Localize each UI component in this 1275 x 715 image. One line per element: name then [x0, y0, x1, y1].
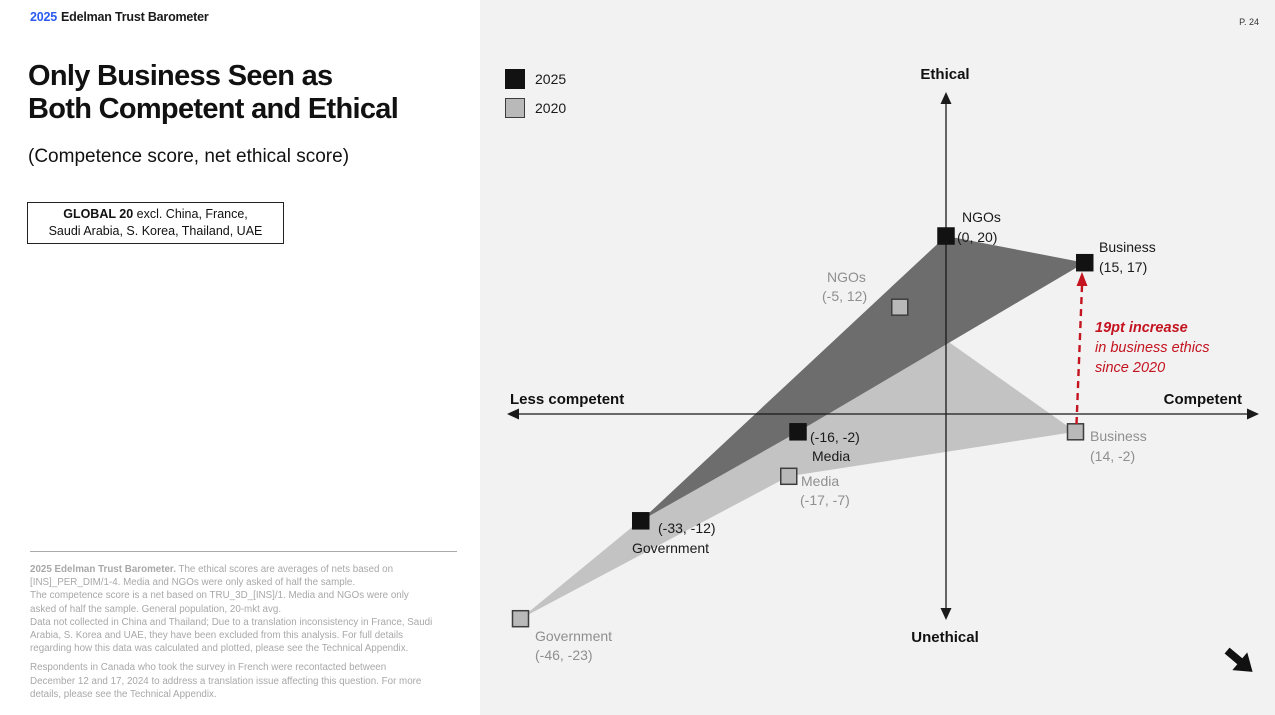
legend-item-2020: 2020: [505, 97, 566, 119]
label-2020-government-name: Government: [535, 628, 612, 644]
marker-2025-business: [1076, 253, 1094, 272]
trend-polygon-2025: [640, 236, 1085, 521]
chart-legend: 2025 2020: [505, 68, 566, 126]
footnote: 2025 Edelman Trust Barometer. The ethica…: [30, 551, 457, 701]
legend-label-2020: 2020: [535, 100, 567, 116]
brand: 2025 Edelman Trust Barometer: [30, 10, 209, 24]
axis-label-competent: Competent: [1163, 391, 1242, 408]
chart-panel: NGOs (-5, 12) Business (14, -2) Media (-17, -…: [480, 0, 1275, 715]
axis-label-less-competent: Less competent: [510, 391, 625, 408]
marker-2025-ngos: [937, 227, 955, 245]
page-title-line-2: Both Competent and Ethical: [28, 93, 399, 125]
label-2025-government-coords: (-33, -12): [658, 520, 716, 536]
label-2020-business-name: Business: [1090, 428, 1147, 444]
brand-year: 2025: [30, 10, 58, 24]
increase-arrow-head-icon: [1076, 272, 1088, 286]
y-axis-arrow-up-icon: [940, 92, 952, 104]
label-2020-government-coords: (-46, -23): [535, 647, 593, 663]
marker-2020-government: [511, 609, 530, 628]
label-2025-ngos-name: NGOs: [962, 209, 1001, 225]
legend-swatch-2020: [505, 98, 525, 118]
footnote-lead: 2025 Edelman Trust Barometer.: [30, 564, 176, 575]
label-2025-media-name: Media: [812, 448, 850, 464]
label-2020-media-coords: (-17, -7): [800, 492, 850, 508]
brand-name: Edelman Trust Barometer: [61, 10, 209, 24]
page-number: P. 24: [1239, 17, 1259, 27]
axis-label-unethical: Unethical: [911, 629, 979, 646]
marker-2025-government: [632, 512, 650, 530]
page-title-line-1: Only Business Seen as: [28, 60, 333, 92]
page-title: Only Business Seen as Both Competent and…: [28, 60, 399, 126]
left-panel: 2025 Edelman Trust Barometer Only Busines…: [0, 0, 480, 715]
label-2020-ngos-coords: (-5, 12): [822, 288, 867, 304]
x-axis-arrow-right-icon: [1247, 408, 1259, 420]
next-page-arrow-icon[interactable]: [1221, 642, 1259, 680]
label-2025-government-name: Government: [632, 540, 709, 556]
label-2025-business-coords: (15, 17): [1099, 259, 1147, 275]
annotation-line-2: in business ethics: [1095, 340, 1210, 356]
marker-2020-ngos: [891, 298, 909, 316]
quadrant-scatter-chart: NGOs (-5, 12) Business (14, -2) Media (-17, -…: [507, 92, 1259, 663]
y-axis-arrow-down-icon: [940, 608, 952, 620]
annotation-line-1: 19pt increase: [1095, 320, 1188, 336]
label-2025-media-coords: (-16, -2): [810, 429, 860, 445]
footnote-p1-lines: The ethical scores are averages of nets …: [30, 564, 433, 655]
footnote-paragraph-2: Respondents in Canada who took the surve…: [30, 662, 422, 700]
page-subtitle: (Competence score, net ethical score): [28, 146, 350, 167]
marker-2020-business: [1066, 423, 1085, 441]
x-axis-arrow-left-icon: [507, 408, 519, 420]
label-2025-ngos-coords: (0, 20): [957, 229, 997, 245]
axis-label-ethical: Ethical: [920, 66, 970, 83]
annotation-line-3: since 2020: [1095, 360, 1166, 376]
scope-box-bold: GLOBAL 20: [63, 207, 134, 221]
scope-box: GLOBAL 20 excl. China, France, Saudi Ara…: [27, 202, 284, 244]
label-2025-business-name: Business: [1099, 239, 1156, 255]
increase-arrow-line: [1075, 285, 1084, 425]
trend-polygon-2020: [520, 307, 1076, 619]
scope-box-line1: excl. China, France,: [133, 207, 248, 221]
label-2020-media-name: Media: [801, 473, 839, 489]
label-2020-ngos-name: NGOs: [827, 269, 866, 285]
legend-item-2025: 2025: [505, 68, 566, 90]
legend-swatch-2025: [505, 69, 525, 89]
annotation-19pt: 19pt increase in business ethics since 2…: [1095, 318, 1209, 378]
marker-2025-media: [789, 423, 807, 441]
label-2020-business-coords: (14, -2): [1090, 448, 1135, 464]
scope-box-line2: Saudi Arabia, S. Korea, Thailand, UAE: [48, 223, 263, 238]
marker-2020-media: [780, 467, 798, 486]
footnote-paragraph-1: 2025 Edelman Trust Barometer. The ethica…: [30, 563, 457, 655]
legend-label-2025: 2025: [535, 71, 567, 87]
